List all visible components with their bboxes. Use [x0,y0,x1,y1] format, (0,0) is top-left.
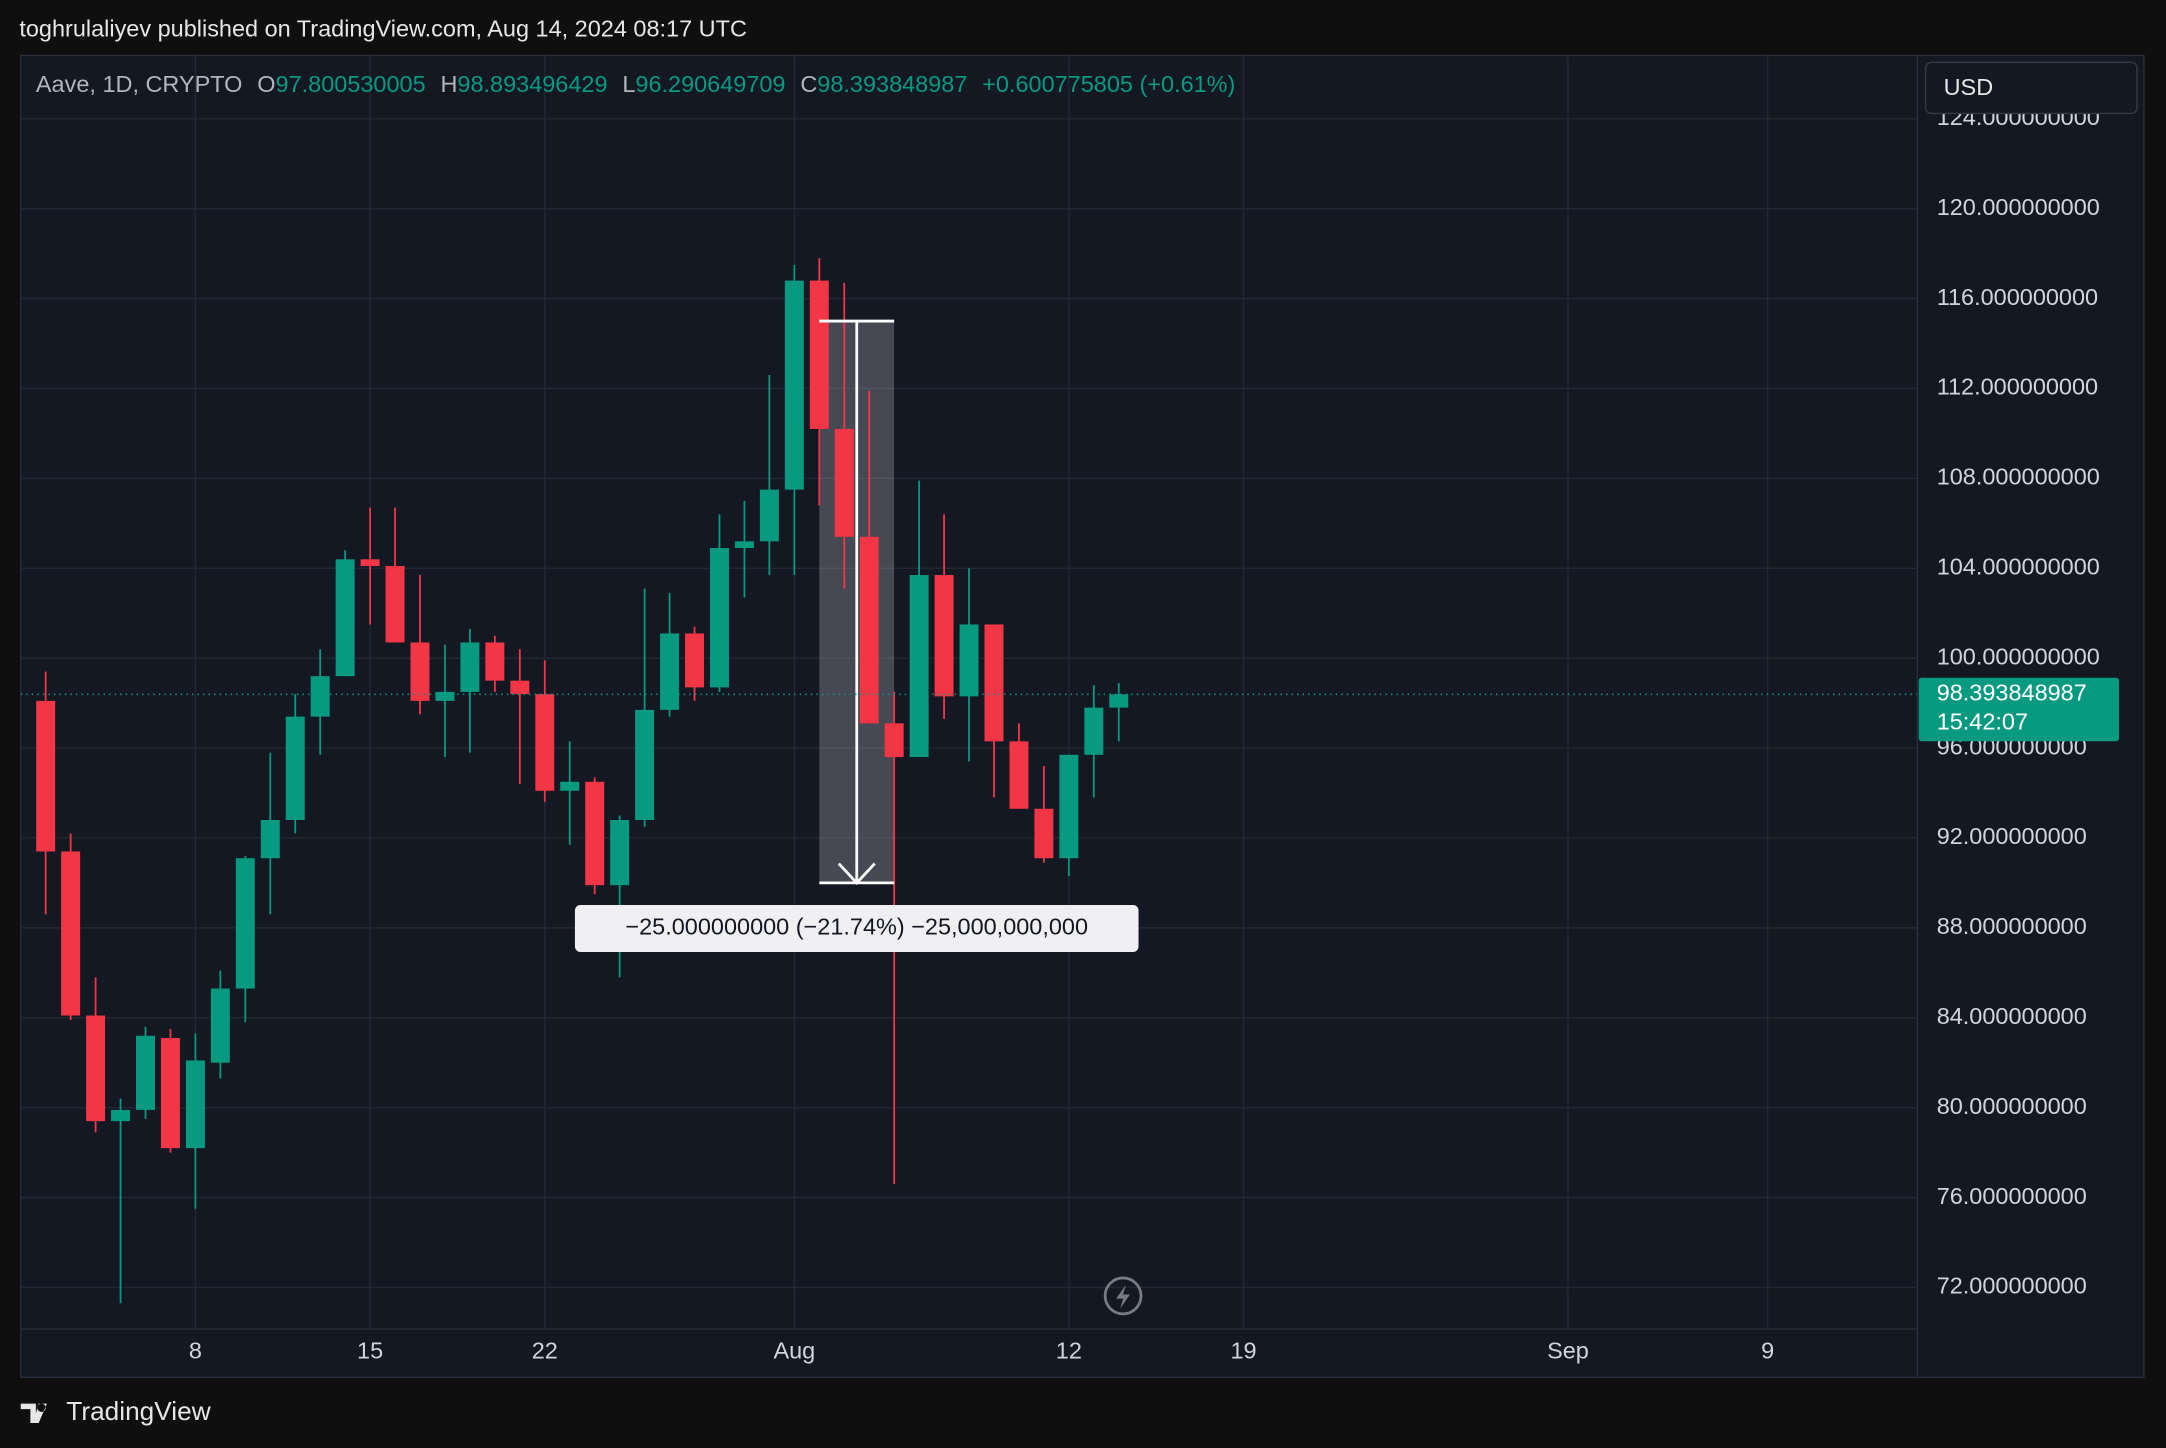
change-value: +0.600775805 [982,71,1133,97]
low-value: 96.290649709 [635,71,785,97]
candle-body [385,566,405,643]
open-value: 97.800530005 [276,71,426,97]
candle-body [884,723,904,758]
candle-body [111,1109,131,1122]
last-price-box [1918,677,2120,742]
axes: 72.000000000 76.000000000 80.000000000 84.0… [189,104,2120,1364]
candle-body [784,280,804,490]
candle-body [310,676,330,717]
candle-body [235,858,255,989]
candle-body [585,781,605,886]
candle-body [909,575,929,758]
y-tick-label: 72.000000000 [1937,1273,2087,1299]
candle-body [1034,808,1054,859]
candle-body [560,781,580,791]
currency-label[interactable]: USD [1944,74,1994,100]
y-tick-label: 92.000000000 [1937,823,2087,849]
candle-body [685,633,705,688]
candle-body [485,642,505,681]
x-tick-label: Aug [773,1338,815,1364]
y-tick-label: 108.000000000 [1937,464,2100,490]
y-tick-label: 120.000000000 [1937,194,2100,220]
candle-body [759,489,779,542]
candle-body [535,694,555,791]
y-tick-label: 112.000000000 [1937,374,2098,400]
logo-icon [20,1403,47,1423]
x-tick-label: 15 [357,1338,383,1364]
y-tick-label: 100.000000000 [1937,643,2100,669]
candle-body [1009,741,1029,809]
candle-body [285,716,305,820]
x-tick-label: 8 [189,1338,202,1364]
measure-label-box [574,905,1139,952]
measure-arrowhead [837,862,876,885]
footer-brand: TradingView [66,1396,211,1426]
measure-label: −25.000000000 (−21.74%) −25,000,000,000 [625,914,1088,940]
x-tick-label: 9 [1761,1338,1774,1364]
candle-body [934,575,954,697]
icon-circle[interactable] [1103,1276,1143,1316]
candle-body [734,541,754,549]
candle-body [86,1015,106,1122]
candle-body [360,559,380,567]
y-tick-label: 76.000000000 [1937,1183,2087,1209]
x-tick-label: Sep [1547,1338,1589,1364]
publish-title: toghrulaliyev published on TradingView.c… [19,16,747,42]
candle-body [610,819,630,886]
y-tick-label: 84.000000000 [1937,1003,2087,1029]
candle-body [859,536,879,724]
plot: −25.000000000 (−21.74%) −25,000,000,000 [20,258,1918,1304]
candle-body [809,280,829,429]
y-tick-label: 88.000000000 [1937,913,2087,939]
y-tick-label: 116.000000000 [1937,284,2098,310]
candle-body [635,709,655,820]
candle-body [435,691,455,701]
candle-body [1109,694,1129,708]
candle-body [136,1035,155,1110]
open-label: O [257,71,275,97]
candle-body [185,1060,205,1149]
candle-body [959,624,979,697]
candle-body [260,819,280,859]
candle-body [660,633,680,710]
y-tick-label: 104.000000000 [1937,553,2100,579]
candle-body [61,851,81,1016]
last-price-label: 98.393848987 [1937,679,2087,705]
candle-body [709,548,729,688]
candle-body [1059,754,1079,859]
x-tick-label: 19 [1230,1338,1256,1364]
countdown-label: 15:42:07 [1937,708,2028,734]
change-percent: (+0.61%) [1139,71,1235,97]
candle-body [510,680,530,695]
close-label: C [800,71,817,97]
symbol: Aave, 1D, CRYPTO [36,71,243,97]
currency-button[interactable] [1924,61,2138,115]
candle-body [335,559,355,677]
candle-body [460,642,480,692]
high-label: H [440,71,457,97]
candle-body [1084,707,1104,755]
candle-body [834,428,854,537]
x-tick-label: 12 [1056,1338,1082,1364]
low-label: L [622,71,635,97]
x-tick-label: 22 [532,1338,558,1364]
candle-body [410,642,430,701]
candle-body [984,624,1004,742]
logo: TradingView [20,1396,212,1426]
candle-body [36,700,56,852]
candle-body [210,988,230,1063]
candle-body [160,1037,180,1149]
high-value: 98.893496429 [457,71,607,97]
lightning-icon[interactable] [1103,1276,1143,1316]
y-tick-label: 80.000000000 [1937,1093,2087,1119]
close-value: 98.393848987 [817,71,967,97]
icon-bolt[interactable] [1116,1284,1130,1309]
chart-frame [20,54,2145,1379]
ohlc-legend: Aave, 1D, CRYPTO O97.800530005 H98.89349… [36,71,1235,97]
